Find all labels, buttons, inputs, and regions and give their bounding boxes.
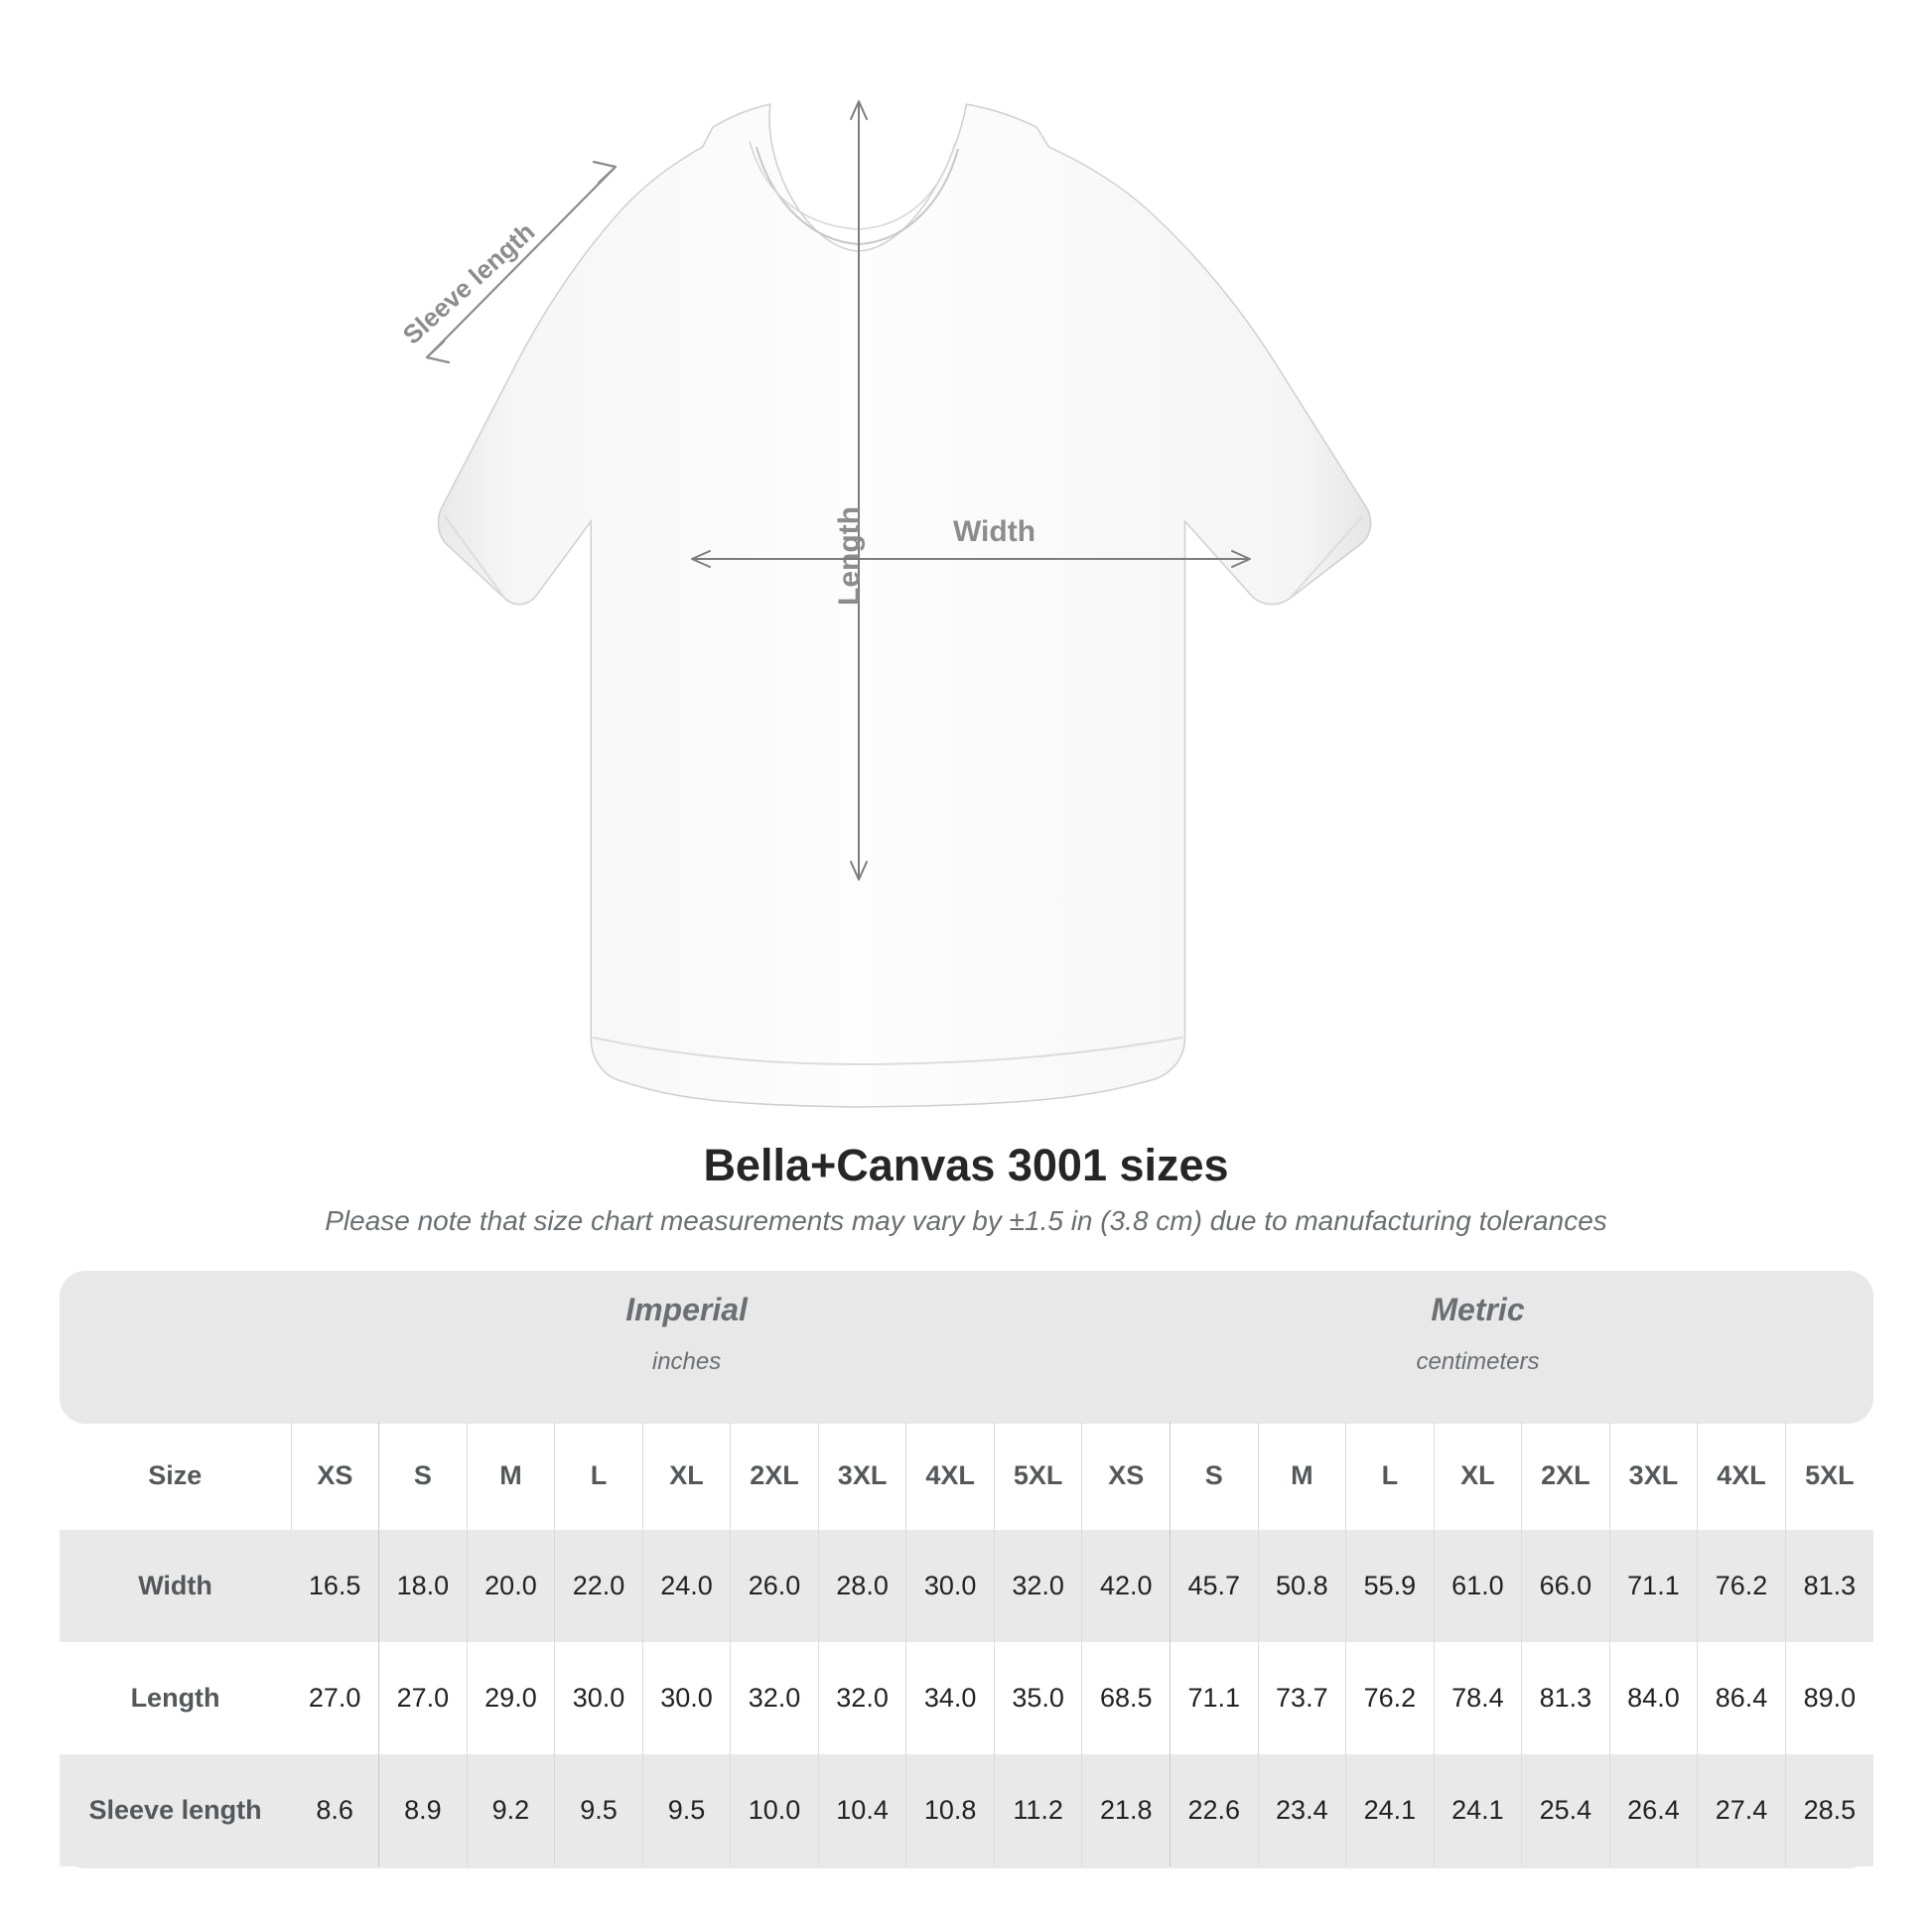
svg-text:Sleeve length: Sleeve length bbox=[397, 216, 541, 349]
svg-text:Width: Width bbox=[953, 515, 1035, 548]
svg-text:Length: Length bbox=[833, 506, 866, 606]
